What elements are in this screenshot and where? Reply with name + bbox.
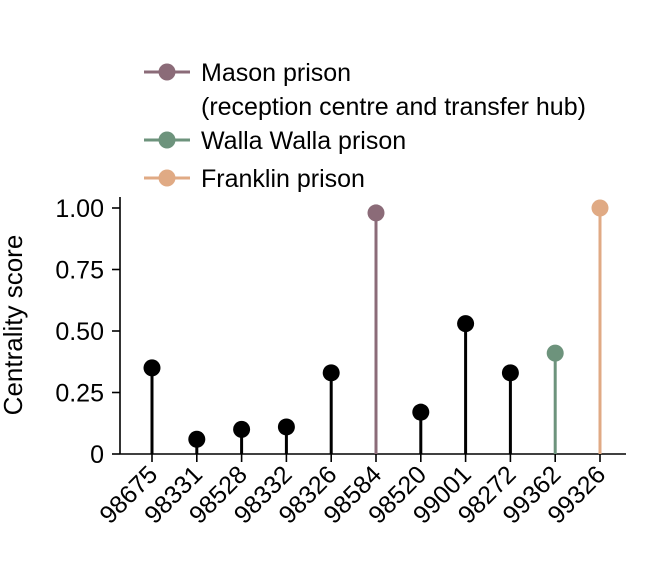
legend-marker	[158, 131, 176, 149]
y-tick-label: 0.25	[55, 380, 104, 408]
legend-label-line2: (reception centre and transfer hub)	[201, 93, 586, 121]
lollipop-dot	[277, 418, 295, 436]
y-tick-label: 0	[90, 441, 104, 469]
y-axis-label: Centrality score	[0, 235, 28, 416]
lollipop-dot	[457, 315, 475, 333]
legend-marker	[158, 63, 176, 81]
lollipop-dot	[367, 204, 385, 222]
x-axis: 9867598331985289833298326985849852099001…	[94, 453, 626, 529]
lollipop-dot	[546, 344, 564, 362]
lollipop-dot	[591, 199, 609, 217]
y-tick-label: 0.50	[55, 318, 104, 346]
y-tick-label: 1.00	[55, 195, 104, 223]
lollipop-dot	[188, 430, 206, 448]
legend-marker	[158, 169, 176, 187]
lollipop-dot	[233, 420, 251, 438]
lollipop-dot	[412, 403, 430, 421]
legend-label: Franklin prison	[201, 165, 365, 193]
lollipop-dot	[501, 364, 519, 382]
legend-label: Walla Walla prison	[201, 127, 406, 155]
y-axis: 0 0.25 0.50 0.75 1.00	[55, 195, 121, 469]
legend-label: Mason prison	[201, 59, 351, 87]
lollipop-dot	[143, 359, 161, 377]
chart-marks	[143, 199, 609, 454]
lollipop-dot	[322, 364, 340, 382]
y-tick-label: 0.75	[55, 257, 104, 285]
legend: Mason prison (reception centre and transf…	[144, 59, 586, 193]
